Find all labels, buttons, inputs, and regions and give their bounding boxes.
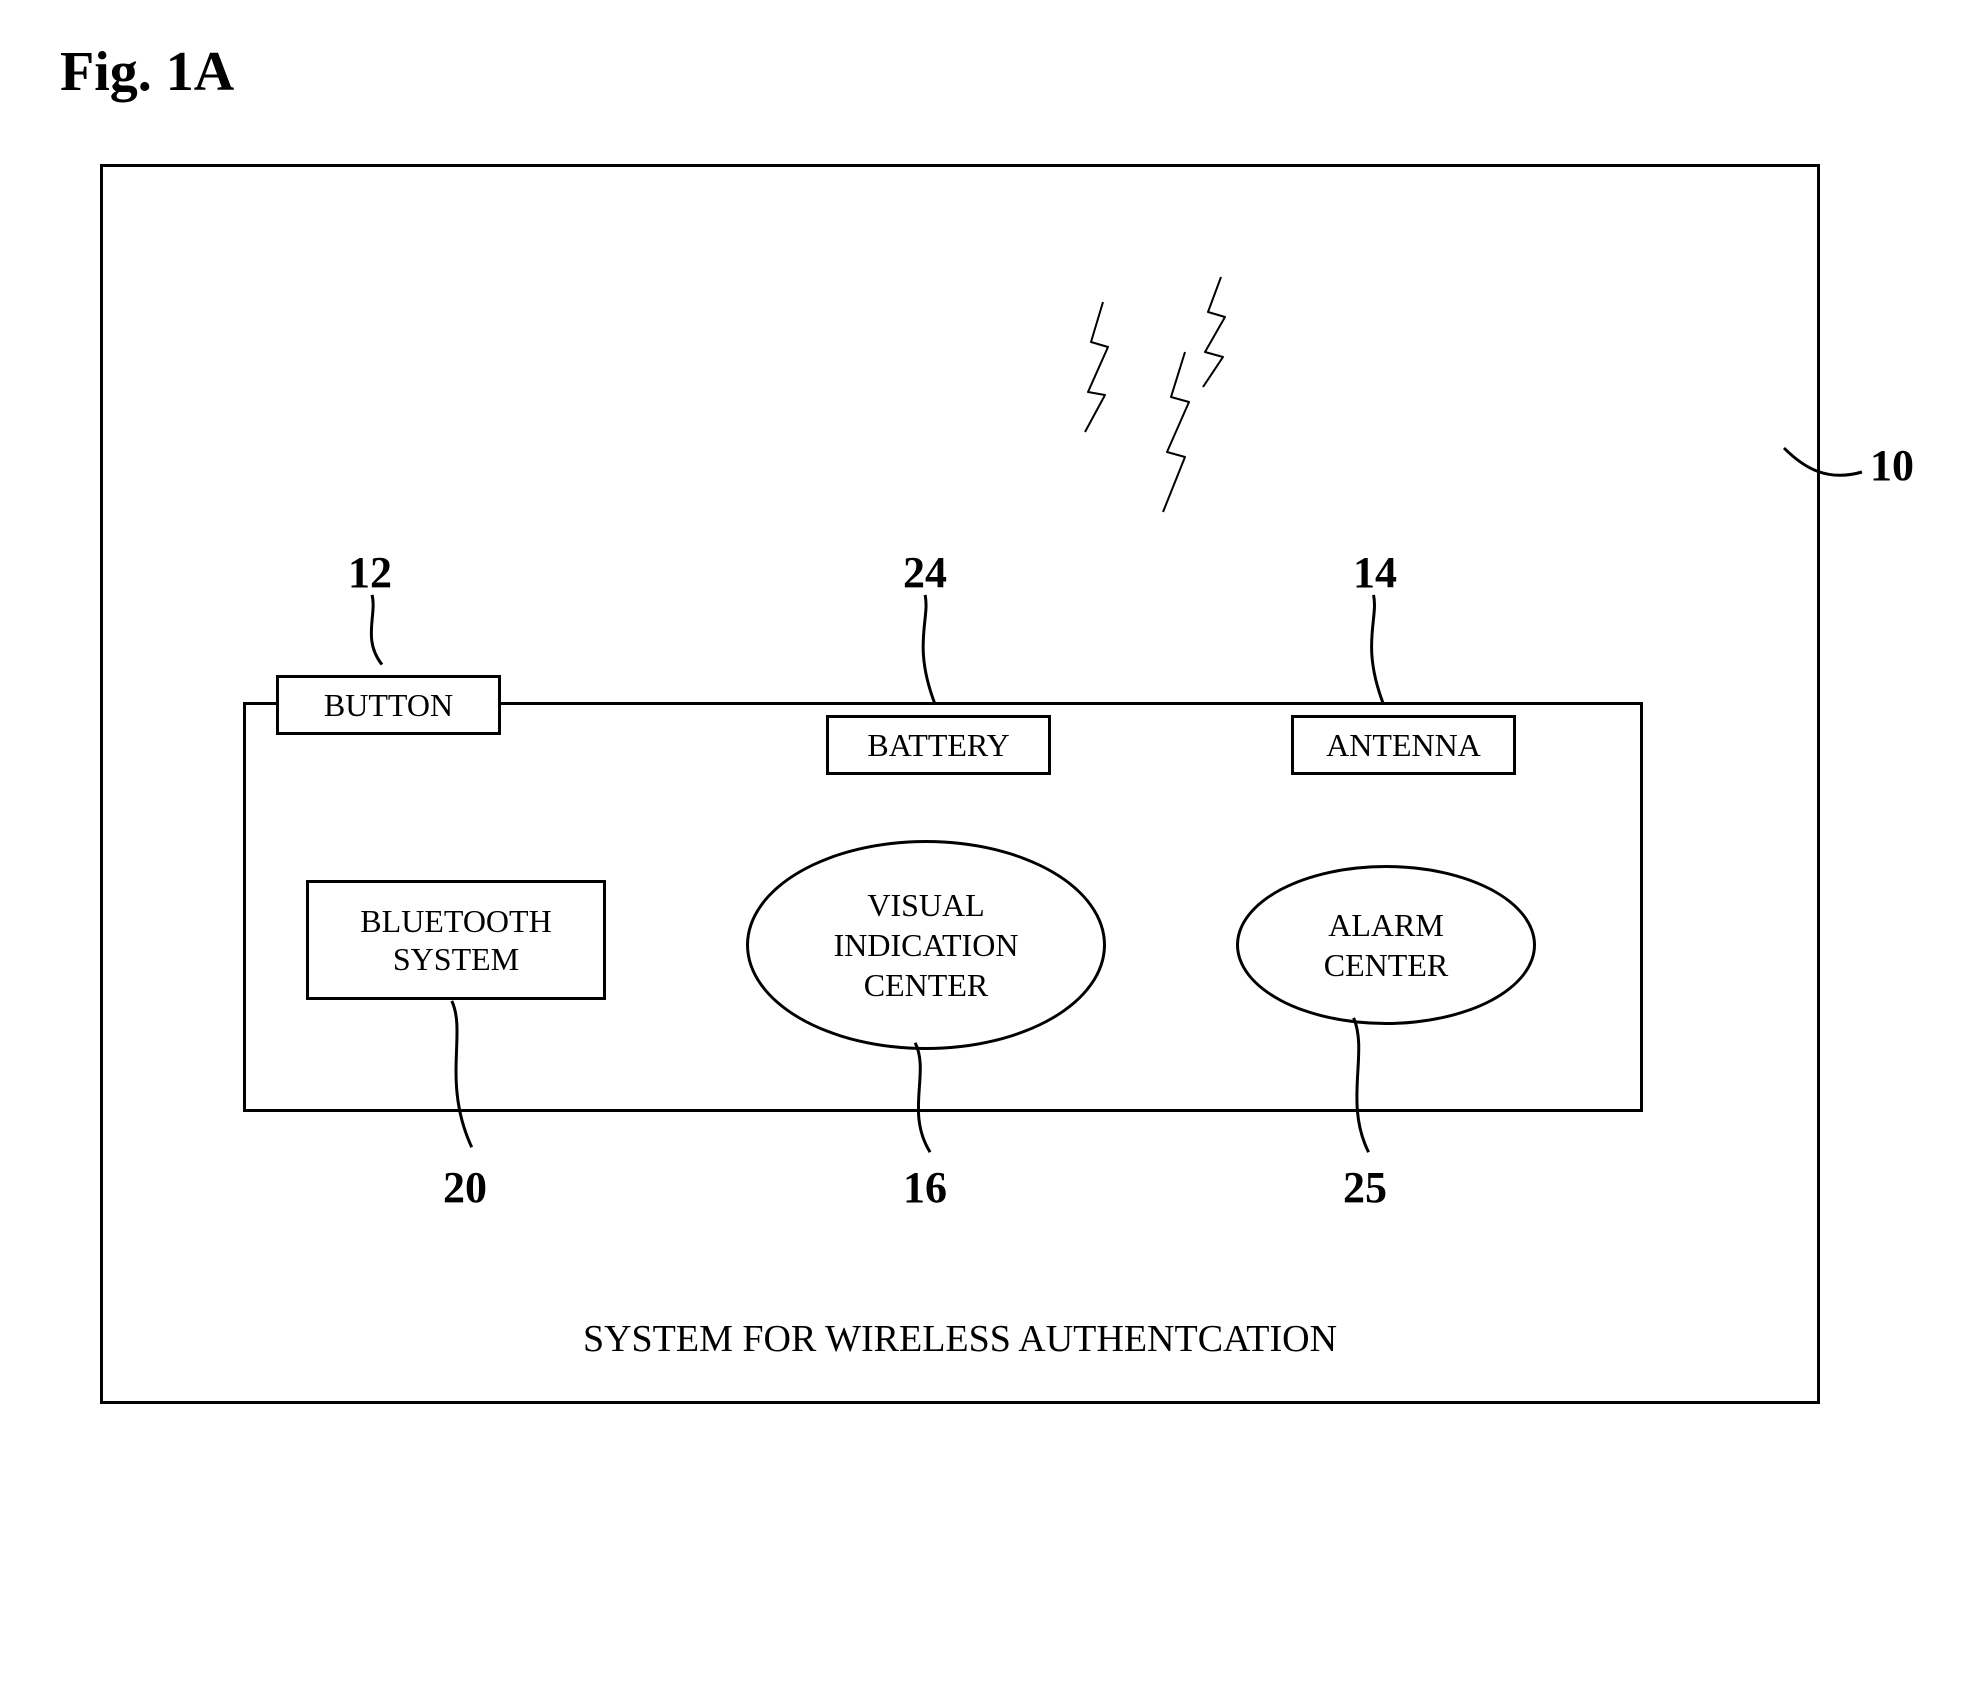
ref-battery: 24: [903, 547, 947, 598]
visual-indication-block: VISUAL INDICATION CENTER: [746, 840, 1106, 1050]
bluetooth-block: BLUETOOTH SYSTEM: [306, 880, 606, 1000]
signal-bolt-3: [1153, 347, 1213, 517]
ref-button: 12: [348, 547, 392, 598]
alarm-center-block: ALARM CENTER: [1236, 865, 1536, 1025]
button-block: BUTTON: [276, 675, 501, 735]
ref-visual: 16: [903, 1162, 947, 1213]
inner-device-box: BUTTON BATTERY ANTENNA BLUETOOTH SYSTEM …: [243, 702, 1643, 1112]
ref-alarm: 25: [1343, 1162, 1387, 1213]
system-caption: SYSTEM FOR WIRELESS AUTHENTCATION: [103, 1317, 1817, 1361]
figure-label: Fig. 1A: [60, 40, 1943, 104]
ref-bluetooth: 20: [443, 1162, 487, 1213]
antenna-block: ANTENNA: [1291, 715, 1516, 775]
outer-system-box: 12 24 14 20 16 25 BUTTON BATTERY ANTENNA…: [100, 164, 1820, 1404]
signal-bolt-1: [1073, 297, 1133, 437]
ref-antenna: 14: [1353, 547, 1397, 598]
ref-outer: 10: [1870, 440, 1914, 491]
battery-block: BATTERY: [826, 715, 1051, 775]
